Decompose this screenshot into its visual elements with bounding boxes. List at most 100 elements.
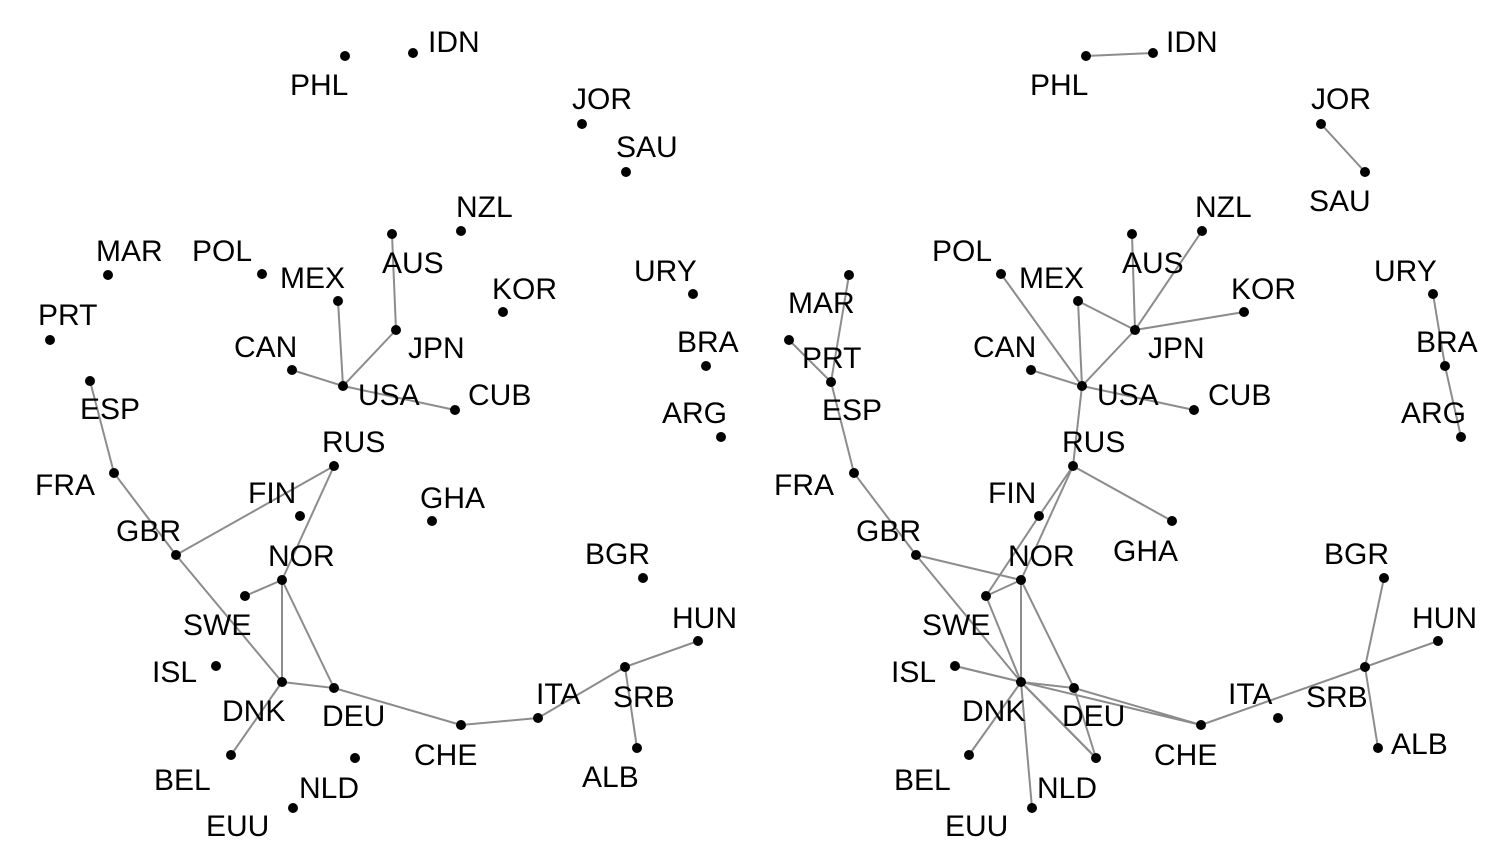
edge-pol-usa [1000,273,1083,387]
edge-mar-esp [830,274,850,383]
node-label-mar: MAR [96,235,163,268]
node-label-che: CHE [1154,739,1217,772]
node-fra [109,468,119,478]
node-hun [693,636,703,646]
edge-che-ita [460,717,539,726]
edge-rus-nor [281,465,335,581]
node-label-aus: AUS [1122,247,1184,280]
node-ury [688,289,698,299]
edge-aus-jpn [391,233,397,331]
node-arg [1456,432,1466,442]
node-sau [1360,167,1370,177]
node-label-arg: ARG [1401,397,1466,430]
node-nld [350,753,360,763]
edge-esp-fra [830,381,855,474]
node-label-rus: RUS [322,426,385,459]
node-label-nld: NLD [299,772,359,805]
edge-deu-nld [1073,687,1097,759]
edge-rus-gha [1072,465,1173,522]
node-swe [240,591,250,601]
node-label-gbr: GBR [116,515,181,548]
node-label-arg: ARG [662,397,727,430]
node-label-pol: POL [192,235,252,268]
node-label-swe: SWE [922,609,990,642]
left-nodes [45,48,726,813]
edge-srb-alb [1364,666,1379,749]
node-usa [338,381,348,391]
right-edges [788,52,1462,809]
node-label-phl: PHL [290,69,348,102]
node-isl [950,661,960,671]
node-mex [333,296,343,306]
node-label-che: CHE [414,739,477,772]
node-label-usa: USA [358,379,420,412]
node-label-kor: KOR [1231,273,1296,306]
node-che [456,720,466,730]
node-label-ita: ITA [536,678,580,711]
edge-nzl-jpn [1134,230,1203,331]
edge-dnk-bel [968,681,1022,756]
node-aus [387,229,397,239]
edge-hun-srb [1364,640,1439,668]
node-fin [1034,511,1044,521]
edge-ury-bra [1432,293,1446,367]
edge-bgr-srb [1364,577,1385,668]
node-label-gbr: GBR [856,515,921,548]
node-euu [288,803,298,813]
edge-che-srb [1200,666,1366,726]
node-kor [1239,307,1249,317]
node-label-fra: FRA [774,469,834,502]
node-label-deu: DEU [1062,700,1125,733]
node-label-srb: SRB [613,681,675,714]
edge-rus-gbr [175,465,335,556]
node-jor [577,119,587,129]
node-label-jor: JOR [1311,83,1371,116]
node-fra [849,468,859,478]
node-aus [1127,229,1137,239]
node-label-ury: URY [1374,255,1437,288]
edge-esp-fra [89,380,115,474]
edge-mex-usa [337,300,344,387]
edge-kor-jpn [1134,311,1245,331]
right-nodes [784,48,1466,813]
edge-dnk-nld [1020,681,1097,759]
node-label-bra: BRA [677,326,739,359]
node-nor [1016,575,1026,585]
edge-rus-nor [1020,465,1074,581]
edge-swe-dnk [985,595,1022,683]
node-label-alb: ALB [1391,728,1448,761]
node-pol [257,269,267,279]
node-esp [826,377,836,387]
node-label-mex: MEX [280,262,345,295]
node-label-rus: RUS [1062,426,1125,459]
node-kor [498,307,508,317]
node-label-euu: EUU [206,810,269,843]
node-label-jpn: JPN [408,332,465,365]
node-jpn [1130,325,1140,335]
node-gbr [911,550,921,560]
node-label-usa: USA [1097,379,1159,412]
node-label-hun: HUN [1412,602,1477,635]
node-label-esp: ESP [822,394,882,427]
node-label-nzl: NZL [456,191,513,224]
edge-deu-che [333,687,462,726]
node-label-isl: ISL [152,656,197,689]
node-label-idn: IDN [1166,26,1218,59]
node-gha [427,516,437,526]
node-ita [1273,713,1283,723]
node-label-hun: HUN [672,602,737,635]
edge-usa-rus [1072,385,1083,467]
edge-gbr-dnk [175,554,283,683]
node-label-dnk: DNK [962,695,1025,728]
node-hun [1433,636,1443,646]
edge-fra-gbr [853,472,917,556]
node-label-sau: SAU [616,131,678,164]
node-prt [784,335,794,345]
node-label-nor: NOR [268,540,335,573]
node-pol [996,269,1006,279]
node-label-swe: SWE [183,609,251,642]
node-label-fin: FIN [248,477,296,510]
node-srb [1360,662,1370,672]
